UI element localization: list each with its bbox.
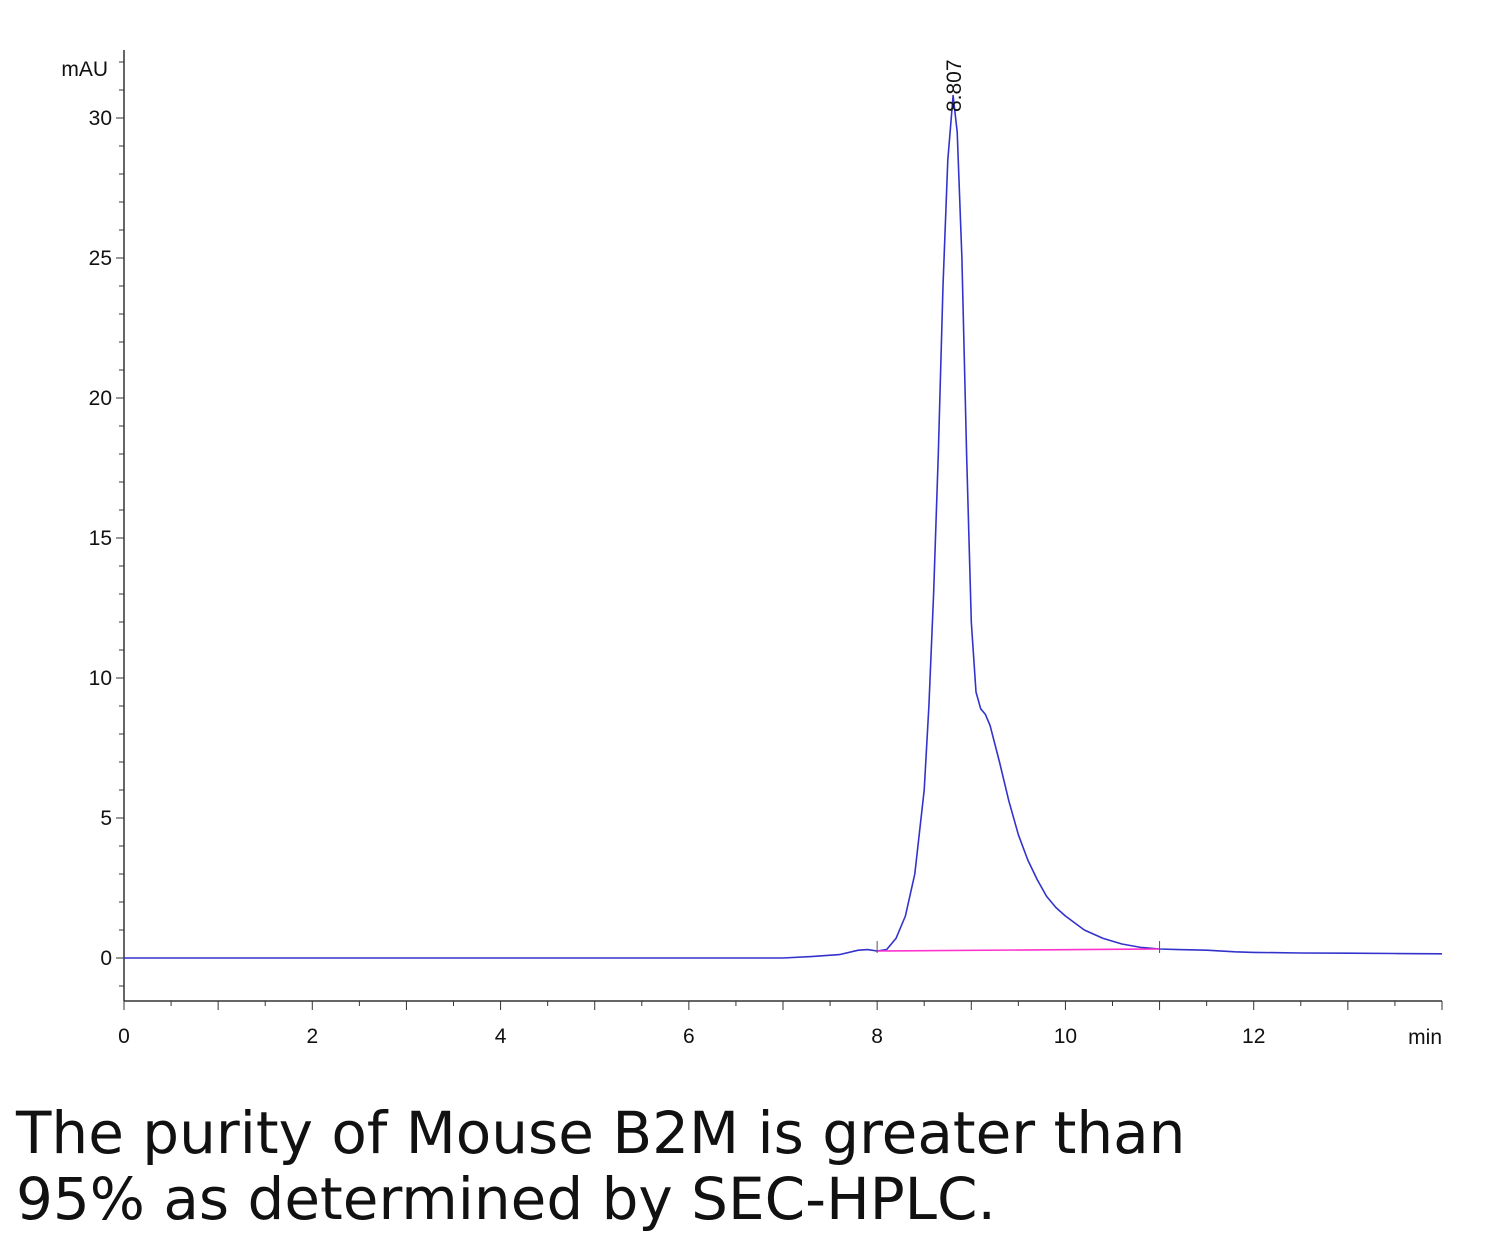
- y-axis-unit: mAU: [61, 58, 108, 81]
- x-tick-label: 6: [683, 1025, 695, 1048]
- caption-line-2: 95% as determined by SEC-HPLC.: [16, 1165, 996, 1233]
- peak-label: 8.807: [943, 59, 966, 112]
- x-tick-label: 8: [871, 1025, 883, 1048]
- x-tick-label: 12: [1242, 1025, 1265, 1048]
- caption: The purity of Mouse B2M is greater than …: [16, 1100, 1476, 1232]
- x-tick-label: 0: [118, 1025, 130, 1048]
- y-tick-label: 5: [100, 807, 112, 830]
- chromatogram-chart: 0 5 10 15 20 25 30 0 2 4 6 8 10 12 8.807 mAU min: [61, 50, 1443, 1049]
- axes: 0 5 10 15 20 25 30 0 2 4 6 8 10 12: [89, 50, 1443, 1048]
- x-axis-unit: min: [1408, 1026, 1442, 1049]
- y-tick-label: 15: [89, 527, 112, 550]
- plot-area: 8.807: [124, 59, 1443, 959]
- baseline-trace: [877, 948, 1160, 952]
- caption-line-1: The purity of Mouse B2M is greater than: [16, 1099, 1186, 1167]
- y-tick-label: 20: [89, 387, 112, 410]
- x-tick-label: 4: [495, 1025, 507, 1048]
- y-tick-label: 0: [100, 947, 112, 970]
- y-tick-label: 25: [89, 247, 112, 270]
- chromatogram-trace: [124, 94, 1443, 959]
- y-tick-label: 10: [89, 667, 112, 690]
- x-tick-label: 2: [306, 1025, 318, 1048]
- x-tick-label: 10: [1054, 1025, 1077, 1048]
- y-tick-label: 30: [89, 107, 112, 130]
